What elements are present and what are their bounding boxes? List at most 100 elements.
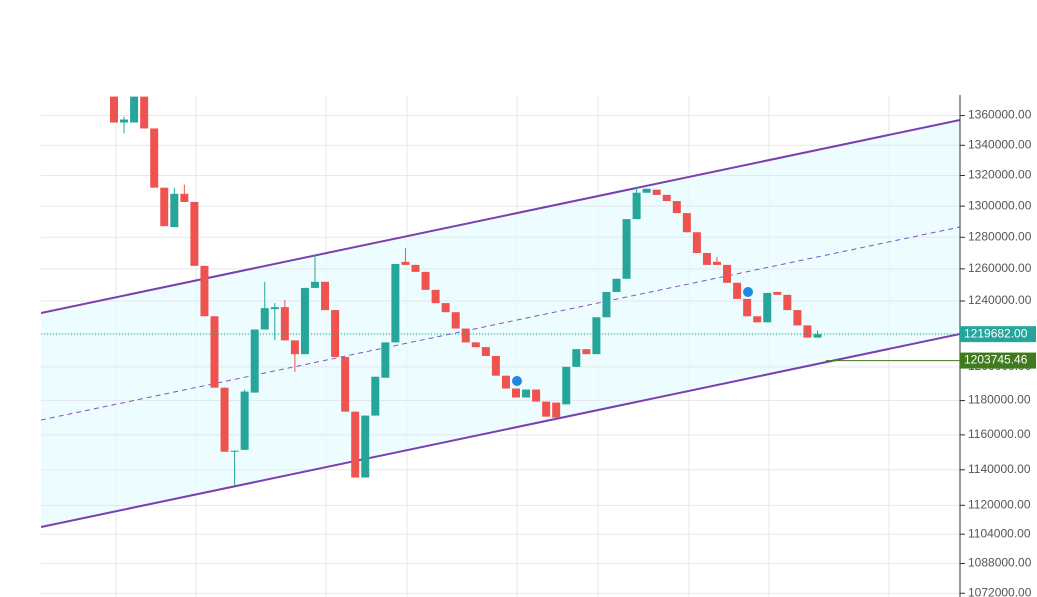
candle-body (180, 193, 189, 202)
candle-body (642, 188, 651, 193)
candle-body (280, 307, 289, 341)
candle-body (813, 334, 822, 338)
candle-body (240, 391, 249, 450)
candle-body (572, 349, 581, 367)
candle-body (682, 213, 691, 233)
candle-body (230, 450, 239, 452)
candle-body (763, 292, 772, 323)
candle-body (130, 96, 139, 123)
candle-body (753, 316, 762, 323)
candle-body (793, 310, 802, 326)
candle-body (461, 328, 470, 343)
y-tick-label: 1120000.00 (968, 497, 1031, 511)
marker (743, 287, 753, 297)
candle-body (300, 287, 309, 355)
candle-body (140, 96, 149, 129)
y-tick-label: 1300000.00 (968, 198, 1032, 212)
y-tick-label: 1072000.00 (968, 585, 1032, 597)
candle-body (321, 281, 330, 311)
candle-body (421, 271, 430, 290)
y-tick-label: 1160000.00 (968, 427, 1031, 441)
h-grid (41, 115, 960, 594)
y-tick-label: 1360000.00 (968, 108, 1032, 122)
candle-body (552, 402, 561, 418)
candle-body (713, 261, 721, 265)
candle-body (311, 281, 319, 288)
markers (512, 287, 753, 386)
candle-body (331, 310, 340, 357)
candle-body (341, 356, 350, 412)
marker (512, 376, 522, 386)
candle-body (632, 192, 641, 220)
candle-body (361, 415, 370, 478)
candle-body (692, 232, 701, 254)
candle-body (260, 308, 269, 330)
candle-body (743, 298, 752, 317)
candle-body (290, 340, 299, 355)
candle-body (200, 265, 209, 317)
candle-body (702, 253, 711, 265)
candle-body (612, 278, 621, 292)
candle-body (441, 303, 450, 313)
candle-body (491, 355, 500, 376)
channel-price-box (960, 352, 1036, 369)
y-tick-label: 1280000.00 (968, 229, 1032, 243)
candle-body (120, 119, 129, 123)
candle-body (652, 189, 661, 195)
candle-body (592, 317, 601, 355)
y-tick-label: 1260000.00 (968, 261, 1032, 275)
candle-body (512, 388, 520, 398)
candle-body (622, 219, 631, 279)
candle-body (391, 263, 400, 343)
candle-body (672, 201, 681, 214)
y-tick-label: 1140000.00 (968, 462, 1031, 476)
y-tick-label: 1088000.00 (968, 556, 1032, 570)
candle-body (471, 342, 480, 348)
candle-body (451, 312, 460, 329)
candle-body (783, 294, 792, 311)
candle-body (602, 291, 611, 318)
candle-body (582, 349, 591, 355)
candle-body (250, 329, 259, 393)
candle-body (733, 282, 742, 299)
candle-body (110, 96, 118, 123)
candle-body (522, 389, 531, 398)
y-tick-label: 1180000.00 (968, 393, 1031, 407)
candle-body (270, 307, 279, 310)
candle-body (150, 128, 159, 188)
candle-body (803, 325, 812, 338)
candle-body (381, 342, 390, 378)
last-price-box (960, 326, 1036, 343)
y-tick-label: 1320000.00 (968, 168, 1032, 182)
candles (110, 96, 822, 486)
candle-body (773, 291, 782, 295)
candle-body (190, 201, 199, 266)
y-tick-label: 1340000.00 (968, 137, 1032, 151)
candle-body (501, 375, 510, 389)
candle-body (723, 264, 732, 283)
last-price-label: 1219682.00 (964, 326, 1028, 340)
candle-body (562, 366, 571, 405)
candle-body (542, 401, 551, 417)
price-labels: 1219682.00 1203745.46 (41, 326, 1036, 369)
candle-body (662, 194, 671, 202)
candle-body (371, 376, 380, 416)
y-tick-label: 1104000.00 (968, 526, 1031, 540)
candle-body (481, 347, 490, 356)
candle-body (532, 389, 541, 402)
channel-price-label: 1203745.46 (964, 353, 1028, 367)
candle-body (431, 289, 440, 304)
candle-body (401, 261, 410, 265)
candle-body (210, 316, 219, 388)
y-tick-label: 1240000.00 (968, 293, 1032, 307)
channel-upper (41, 119, 960, 314)
candle-body (170, 193, 179, 228)
channel-mid (41, 226, 960, 421)
candle-body (160, 187, 169, 227)
channel-lower (41, 333, 960, 528)
candle-body (220, 387, 229, 452)
candle-body (411, 264, 420, 272)
candle-body (351, 411, 360, 478)
channel-lines (41, 119, 960, 528)
